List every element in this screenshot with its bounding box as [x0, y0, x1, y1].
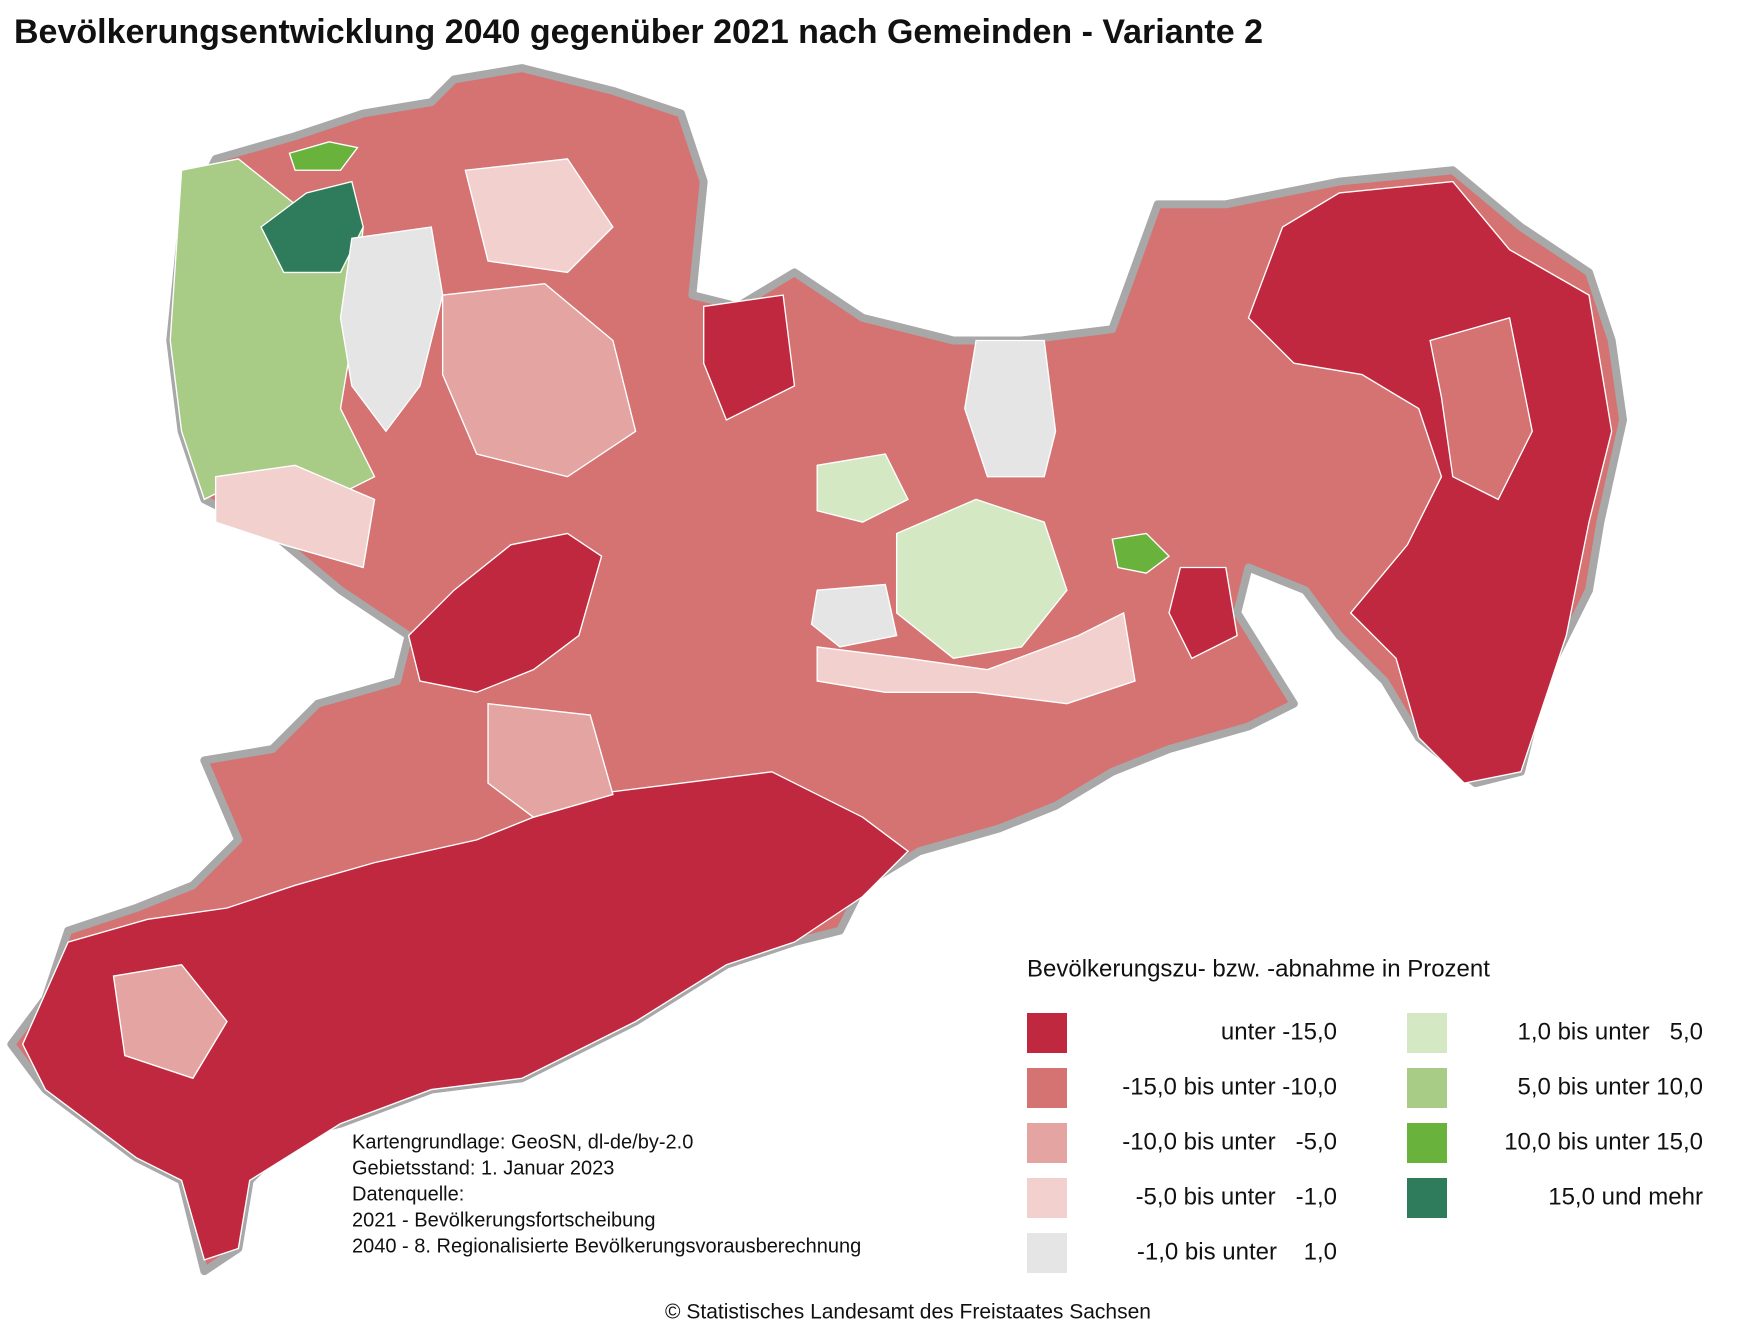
source-line: Gebietsstand: 1. Januar 2023	[352, 1157, 614, 1179]
legend-swatch	[1027, 1233, 1067, 1273]
source-line: 2040 - 8. Regionalisierte Bevölkerungsvo…	[352, 1235, 861, 1257]
legend-label: -10,0 bis unter -5,0	[1122, 1128, 1337, 1155]
map	[7, 64, 1628, 1276]
region	[441, 283, 637, 478]
legend-label: unter -15,0	[1221, 1018, 1337, 1045]
region	[816, 611, 1136, 705]
region	[964, 339, 1057, 478]
source-line: 2021 - Bevölkerungsfortscheibung	[352, 1209, 656, 1231]
legend-swatch	[1027, 1178, 1067, 1218]
legend-swatch	[1407, 1013, 1447, 1053]
legend-label: 1,0 bis unter 5,0	[1518, 1018, 1703, 1045]
legend-label: -1,0 bis unter 1,0	[1137, 1238, 1337, 1265]
region	[487, 702, 614, 818]
region	[407, 532, 603, 694]
legend-title: Bevölkerungszu- bzw. -abnahme in Prozent	[1027, 955, 1490, 982]
legend-swatch	[1027, 1013, 1067, 1053]
region	[810, 583, 898, 648]
region	[21, 771, 910, 1261]
source-line: Datenquelle:	[352, 1183, 464, 1205]
region	[339, 226, 444, 433]
region	[1111, 532, 1171, 574]
region	[816, 453, 909, 523]
region	[288, 141, 359, 171]
region	[464, 158, 614, 274]
legend-swatch	[1407, 1123, 1447, 1163]
region	[214, 464, 376, 569]
legend-swatch	[1407, 1178, 1447, 1218]
legend-label: 5,0 bis unter 10,0	[1518, 1073, 1703, 1100]
legend-label: 10,0 bis unter 15,0	[1504, 1128, 1703, 1155]
legend-swatch	[1027, 1123, 1067, 1163]
region	[1168, 566, 1238, 660]
legend-swatch	[1407, 1068, 1447, 1108]
map-title: Bevölkerungsentwicklung 2040 gegenüber 2…	[14, 13, 1263, 51]
legend-label: -5,0 bis unter -1,0	[1136, 1183, 1337, 1210]
region	[895, 498, 1068, 660]
region	[260, 180, 364, 274]
legend-label: -15,0 bis unter -10,0	[1122, 1073, 1337, 1100]
source-line: Kartengrundlage: GeoSN, dl-de/by-2.0	[352, 1131, 693, 1153]
region	[1429, 316, 1533, 501]
legend-label: 15,0 und mehr	[1548, 1183, 1703, 1210]
legend-swatch	[1027, 1068, 1067, 1108]
region	[112, 964, 228, 1080]
copyright: © Statistisches Landesamt des Freistaate…	[665, 1301, 1151, 1320]
region	[1247, 180, 1613, 784]
source-notes: Kartengrundlage: GeoSN, dl-de/by-2.0 Gebi…	[352, 1131, 861, 1257]
legend: unter -15,0 -15,0 bis unter -10,0 -10,0 bi…	[1027, 1013, 1703, 1273]
region	[703, 294, 796, 421]
